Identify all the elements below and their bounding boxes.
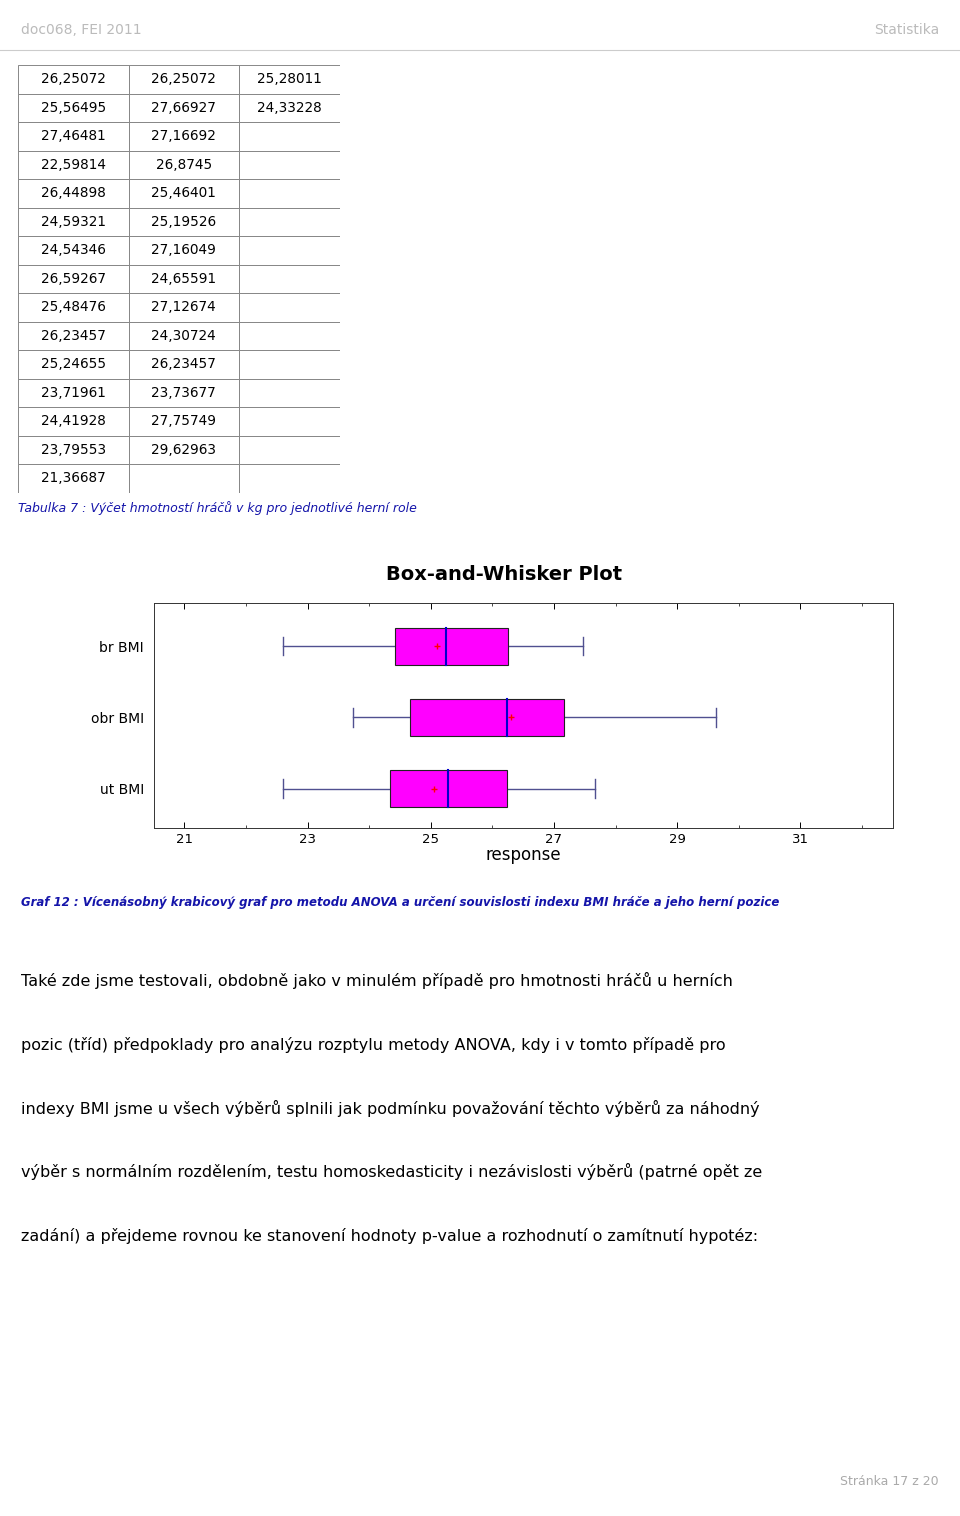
Bar [395, 628, 508, 664]
Text: 24,30724: 24,30724 [152, 329, 216, 343]
Bar [129, 464, 239, 493]
Text: 24,33228: 24,33228 [257, 102, 322, 115]
Bar [239, 150, 340, 179]
Text: 23,71961: 23,71961 [41, 387, 106, 400]
Text: 25,19526: 25,19526 [152, 215, 216, 229]
Bar [410, 699, 564, 735]
Text: zadání) a přejdeme rovnou ke stanovení hodnoty p-value a rozhodnutí o zamítnutí : zadání) a přejdeme rovnou ke stanovení h… [21, 1228, 758, 1243]
Bar [239, 208, 340, 236]
Text: 23,79553: 23,79553 [41, 443, 106, 456]
Bar [239, 293, 340, 321]
Text: Statistika: Statistika [874, 23, 939, 36]
Text: 26,8745: 26,8745 [156, 158, 212, 171]
Text: 21,36687: 21,36687 [41, 471, 106, 485]
Bar [129, 293, 239, 321]
Bar [239, 464, 340, 493]
Bar [239, 123, 340, 150]
Text: Stránka 17 z 20: Stránka 17 z 20 [840, 1475, 939, 1489]
Text: 25,28011: 25,28011 [257, 73, 322, 86]
Bar [129, 94, 239, 123]
Bar [18, 379, 129, 408]
Text: výběr s normálním rozdělením, testu homoskedasticity i nezávislosti výběrů (patr: výběr s normálním rozdělením, testu homo… [21, 1163, 762, 1181]
Bar [129, 150, 239, 179]
Text: 26,59267: 26,59267 [41, 271, 106, 287]
Bar [129, 265, 239, 293]
Bar [239, 94, 340, 123]
Bar [18, 208, 129, 236]
Bar [18, 94, 129, 123]
Text: 24,65591: 24,65591 [152, 271, 216, 287]
Bar [18, 150, 129, 179]
Bar [18, 321, 129, 350]
Bar [239, 435, 340, 464]
Bar [239, 236, 340, 265]
Text: Box-and-Whisker Plot: Box-and-Whisker Plot [386, 565, 622, 584]
Text: 22,59814: 22,59814 [41, 158, 106, 171]
Bar [239, 408, 340, 435]
Bar [239, 350, 340, 379]
Text: response: response [486, 846, 561, 864]
Bar [18, 265, 129, 293]
Bar [129, 321, 239, 350]
Bar [18, 435, 129, 464]
Bar [18, 408, 129, 435]
Bar [18, 236, 129, 265]
Bar [18, 123, 129, 150]
Bar [18, 293, 129, 321]
Text: 27,75749: 27,75749 [152, 414, 216, 429]
Bar [129, 208, 239, 236]
Text: 26,23457: 26,23457 [152, 358, 216, 371]
Bar [239, 265, 340, 293]
Text: 27,16692: 27,16692 [152, 129, 216, 144]
Text: 26,25072: 26,25072 [152, 73, 216, 86]
Text: doc068, FEI 2011: doc068, FEI 2011 [21, 23, 142, 36]
Text: 25,56495: 25,56495 [41, 102, 106, 115]
Bar [239, 379, 340, 408]
Text: 26,25072: 26,25072 [41, 73, 106, 86]
Text: 27,46481: 27,46481 [41, 129, 106, 144]
Bar [129, 179, 239, 208]
Bar [18, 464, 129, 493]
Bar [18, 179, 129, 208]
Text: 25,46401: 25,46401 [152, 186, 216, 200]
Text: 27,66927: 27,66927 [152, 102, 216, 115]
Bar [239, 65, 340, 94]
Text: 25,48476: 25,48476 [41, 300, 106, 314]
Bar [390, 770, 507, 807]
Bar [239, 179, 340, 208]
Text: Tabulka 7 : Výčet hmotností hráčů v kg pro jednotlivé herní role: Tabulka 7 : Výčet hmotností hráčů v kg p… [18, 500, 417, 515]
Bar [18, 350, 129, 379]
Bar [239, 321, 340, 350]
Text: Také zde jsme testovali, obdobně jako v minulém případě pro hmotnosti hráčů u he: Také zde jsme testovali, obdobně jako v … [21, 972, 733, 990]
Bar [129, 236, 239, 265]
Text: 25,24655: 25,24655 [41, 358, 106, 371]
Text: pozic (tříd) předpoklady pro analýzu rozptylu metody ANOVA, kdy i v tomto případ: pozic (tříd) předpoklady pro analýzu roz… [21, 1037, 726, 1052]
Bar [129, 379, 239, 408]
Bar [129, 408, 239, 435]
Text: 24,41928: 24,41928 [41, 414, 106, 429]
Text: 29,62963: 29,62963 [152, 443, 216, 456]
Bar [129, 123, 239, 150]
Text: 24,54346: 24,54346 [41, 244, 106, 258]
Text: 26,44898: 26,44898 [41, 186, 106, 200]
Text: Graf 12 : Vícenásobný krabicový graf pro metodu ANOVA a určení souvislosti index: Graf 12 : Vícenásobný krabicový graf pro… [21, 896, 780, 908]
Bar [129, 435, 239, 464]
Text: 23,73677: 23,73677 [152, 387, 216, 400]
Bar [129, 350, 239, 379]
Text: 26,23457: 26,23457 [41, 329, 106, 343]
Text: 27,16049: 27,16049 [152, 244, 216, 258]
Text: 27,12674: 27,12674 [152, 300, 216, 314]
Text: indexy BMI jsme u všech výběrů splnili jak podmínku považování těchto výběrů za : indexy BMI jsme u všech výběrů splnili j… [21, 1099, 759, 1117]
Bar [18, 65, 129, 94]
Text: 24,59321: 24,59321 [41, 215, 106, 229]
Bar [129, 65, 239, 94]
